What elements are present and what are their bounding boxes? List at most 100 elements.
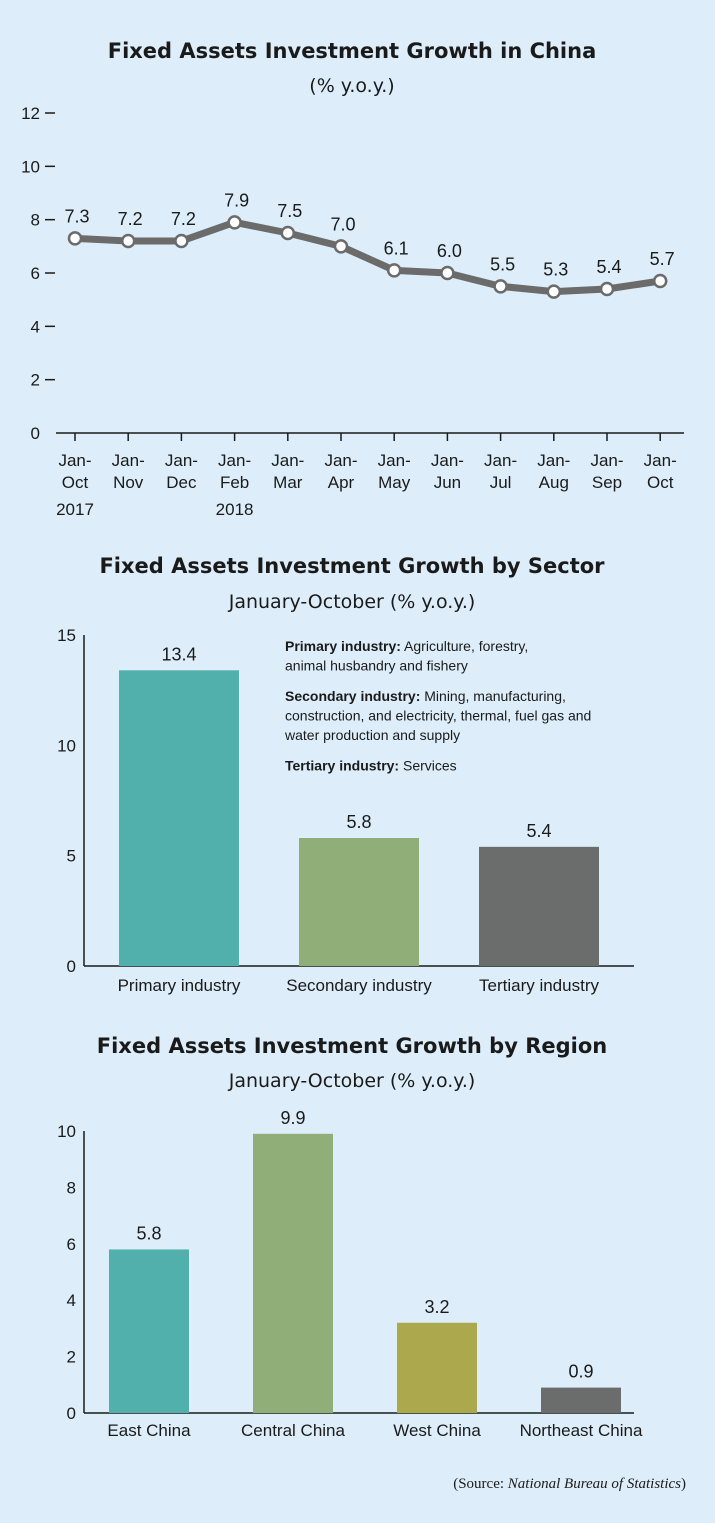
y-tick-label: 12 [21, 104, 40, 123]
source-prefix: (Source: [453, 1476, 508, 1492]
x-tick-label-line2: Jul [490, 473, 512, 492]
x-tick-label-line2: Apr [328, 473, 355, 492]
bar [397, 1322, 477, 1413]
x-tick-label-line1: Jan- [165, 451, 198, 470]
x-tick-label-line1: Jan- [378, 451, 411, 470]
x-tick-year-label: 2018 [216, 500, 254, 519]
x-tick-label: Central China [241, 1421, 345, 1440]
x-tick-label: Northeast China [520, 1421, 643, 1440]
x-tick-label-line1: Jan- [271, 451, 304, 470]
x-tick-label-line1: Jan- [431, 451, 464, 470]
chart-2-subtitle: January-October (% y.o.y.) [228, 591, 476, 613]
data-label: 7.5 [277, 201, 302, 221]
chart-3-title: Fixed Assets Investment Growth by Region [97, 1034, 607, 1058]
y-tick-label: 2 [67, 1348, 76, 1367]
bar [109, 1249, 189, 1413]
data-point [652, 273, 668, 289]
note-line: construction, and electricity, thermal, … [285, 708, 591, 724]
note-term: Secondary industry: [285, 688, 420, 704]
x-tick-label-line2: Mar [273, 473, 303, 492]
y-tick-label: 10 [57, 736, 76, 755]
data-label: 5.8 [346, 812, 371, 832]
x-tick-label-line2: Oct [647, 473, 674, 492]
data-label: 5.3 [543, 260, 568, 280]
data-label: 9.9 [280, 1108, 305, 1128]
x-tick-label-line2: Feb [220, 473, 249, 492]
data-label: 5.8 [136, 1223, 161, 1243]
y-tick-label: 15 [57, 626, 76, 645]
note-line: Secondary industry: Mining, manufacturin… [285, 688, 566, 704]
note-line: Tertiary industry: Services [285, 758, 457, 774]
x-tick-label-line2: Oct [62, 473, 89, 492]
x-tick-label-line2: Dec [166, 473, 197, 492]
y-tick-label: 2 [31, 371, 40, 390]
series-line [71, 218, 664, 296]
source-name: National Bureau of Statistics [507, 1476, 681, 1492]
data-point [546, 284, 562, 299]
y-tick-label: 8 [31, 211, 40, 230]
source-note: (Source: National Bureau of Statistics) [453, 1476, 686, 1492]
y-tick-label: 6 [67, 1235, 76, 1254]
x-tick-label: East China [107, 1421, 191, 1440]
y-tick-label: 0 [67, 1404, 76, 1423]
data-label: 7.0 [330, 214, 355, 234]
y-tick-label: 5 [67, 847, 76, 866]
y-tick-label: 0 [67, 957, 76, 976]
x-tick-label-line2: Nov [113, 473, 144, 492]
chart-3-subtitle: January-October (% y.o.y.) [228, 1070, 476, 1092]
x-tick-label-line1: Jan- [644, 451, 677, 470]
x-tick-label: Tertiary industry [479, 976, 599, 995]
x-tick-label-line1: Jan- [537, 451, 570, 470]
x-tick-label-line2: Sep [592, 473, 622, 492]
note-text: Agriculture, forestry, [401, 638, 528, 654]
x-tick-label-line1: Jan- [218, 451, 251, 470]
data-label: 5.4 [526, 821, 551, 841]
x-tick-label: Secondary industry [286, 976, 432, 995]
bar [119, 670, 239, 966]
note-line: water production and supply [284, 727, 460, 743]
data-point [599, 281, 615, 297]
data-point [227, 215, 242, 230]
y-tick-label: 6 [31, 264, 40, 283]
data-point [120, 233, 136, 249]
x-tick-label: West China [393, 1421, 481, 1440]
x-tick-label-line1: Jan- [484, 451, 517, 470]
bar [479, 846, 599, 966]
x-tick-year-label: 2017 [56, 500, 94, 519]
note-text: Services [399, 758, 457, 774]
data-point [174, 233, 189, 249]
y-tick-label: 0 [31, 424, 40, 443]
data-label: 7.2 [171, 209, 196, 229]
y-tick-label: 4 [67, 1291, 76, 1310]
data-label: 6.1 [384, 238, 409, 258]
bar [299, 838, 419, 966]
data-point [280, 225, 296, 241]
data-label: 7.2 [118, 209, 143, 229]
data-label: 13.4 [161, 644, 196, 664]
x-tick-label-line1: Jan- [324, 451, 357, 470]
chart-2-title: Fixed Assets Investment Growth by Sector [99, 554, 605, 578]
data-label: 7.9 [224, 190, 249, 210]
data-point [440, 265, 455, 281]
data-label: 6.0 [437, 241, 462, 261]
note-line: Primary industry: Agriculture, forestry, [285, 638, 528, 654]
chart-1-subtitle: (% y.o.y.) [309, 75, 394, 97]
data-point [386, 263, 402, 278]
region-bar-chart: Fixed Assets Investment Growth by Region… [57, 1034, 643, 1440]
note-term: Primary industry: [285, 638, 401, 654]
x-tick-label: Primary industry [118, 976, 241, 995]
line-chart: Fixed Assets Investment Growth in China … [21, 39, 684, 519]
x-tick-label-line2: May [378, 473, 411, 492]
chart-1-title: Fixed Assets Investment Growth in China [108, 39, 597, 63]
y-tick-label: 10 [57, 1122, 76, 1141]
x-tick-label-line1: Jan- [112, 451, 145, 470]
data-label: 5.5 [490, 254, 515, 274]
data-point [493, 279, 508, 294]
x-tick-label-line1: Jan- [58, 451, 91, 470]
data-label: 0.9 [568, 1362, 593, 1382]
note-text: Mining, manufacturing, [420, 688, 566, 704]
note-line: animal husbandry and fishery [285, 658, 468, 674]
bar [253, 1133, 333, 1413]
